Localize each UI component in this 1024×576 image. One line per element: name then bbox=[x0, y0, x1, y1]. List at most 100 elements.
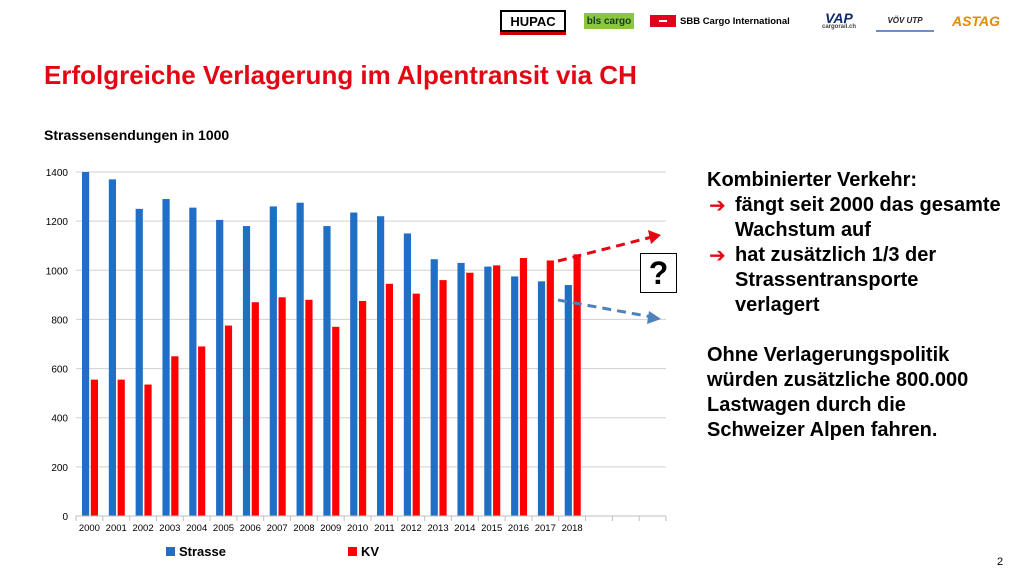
bar-kv bbox=[573, 254, 581, 517]
bar-kv bbox=[439, 280, 447, 516]
bullet-growth: ➔ fängt seit 2000 das gesamte Wachstum a… bbox=[707, 193, 1007, 243]
bar-strasse bbox=[484, 266, 492, 516]
bar-kv bbox=[358, 301, 367, 516]
astag-logo-text: ASTAG bbox=[952, 13, 1000, 29]
vap-logo-subtext: cargorail.ch bbox=[821, 23, 856, 30]
bar-strasse bbox=[296, 202, 304, 516]
hupac-logo: HUPAC bbox=[500, 10, 566, 32]
y-tick-label: 600 bbox=[51, 365, 68, 376]
astag-logo: ASTAG bbox=[952, 10, 1002, 32]
bar-strasse bbox=[189, 207, 197, 516]
bullet-shift-text: hat zusätzlich 1/3 der Strassentransport… bbox=[735, 244, 937, 316]
right-arrow-icon: ➔ bbox=[709, 243, 726, 267]
bars bbox=[82, 172, 581, 517]
bar-kv bbox=[466, 272, 474, 516]
legend: Strasse KV bbox=[166, 544, 379, 559]
y-tick-label: 200 bbox=[51, 463, 68, 474]
bar-strasse bbox=[162, 199, 170, 516]
hupac-logo-text: HUPAC bbox=[510, 13, 556, 29]
x-tick-label: 2015 bbox=[481, 523, 502, 534]
x-tick-label: 2010 bbox=[347, 523, 368, 534]
vov-utp-logo: VÖV UTP bbox=[876, 10, 934, 32]
x-tick-label: 2000 bbox=[79, 523, 100, 534]
x-tick-label: 2011 bbox=[374, 523, 394, 534]
trend-arrowhead-red bbox=[648, 230, 661, 244]
sbb-mark-icon bbox=[650, 15, 676, 27]
trend-arrow-blue bbox=[557, 298, 653, 319]
bar-kv bbox=[278, 297, 286, 516]
bar-kv bbox=[385, 283, 393, 516]
textbox-paragraph: Ohne Verlagerungspolitik würden zusätzli… bbox=[707, 344, 969, 441]
bar-strasse bbox=[511, 276, 519, 516]
trend-arrowhead-blue bbox=[647, 311, 661, 324]
x-tick-label: 2009 bbox=[320, 523, 341, 534]
bullet-shift: ➔ hat zusätzlich 1/3 der Strassentranspo… bbox=[707, 243, 1007, 318]
bar-kv bbox=[224, 325, 233, 516]
x-axis-ticks: 2000 2001 2002 2003 2004 2005 2006 2007 2008 2009… bbox=[79, 523, 583, 534]
trend-arrows bbox=[557, 230, 661, 324]
x-tick-label: 2017 bbox=[535, 523, 556, 534]
bar-strasse bbox=[377, 216, 385, 516]
x-tick-label: 2016 bbox=[508, 523, 529, 534]
bullet-growth-text: fängt seit 2000 das gesamte Wachstum auf bbox=[735, 194, 1001, 241]
bar-strasse bbox=[135, 208, 143, 516]
bar-strasse bbox=[216, 219, 224, 516]
bar-strasse bbox=[537, 281, 546, 516]
bar-strasse bbox=[403, 233, 412, 516]
explanation-textbox: Kombinierter Verkehr: ➔ fängt seit 2000 … bbox=[707, 168, 1007, 443]
x-tick-label: 2001 bbox=[106, 523, 127, 534]
axes bbox=[75, 515, 667, 521]
sbb-logo-text: SBB Cargo International bbox=[680, 15, 790, 27]
bar-kv bbox=[117, 379, 125, 516]
bls-cargo-logo: bls cargo bbox=[584, 13, 634, 29]
bar-strasse bbox=[350, 212, 358, 516]
bar-strasse bbox=[323, 226, 331, 517]
x-tick-label: 2007 bbox=[267, 523, 288, 534]
textbox-heading: Kombinierter Verkehr: bbox=[707, 169, 918, 191]
bar-kv bbox=[519, 258, 528, 516]
bar-kv bbox=[493, 265, 501, 516]
page-number: 2 bbox=[997, 556, 1004, 568]
bar-strasse bbox=[269, 206, 277, 516]
bar-kv bbox=[332, 326, 340, 516]
x-tick-label: 2002 bbox=[132, 523, 153, 534]
bar-strasse bbox=[430, 259, 438, 516]
x-tick-label: 2008 bbox=[293, 523, 314, 534]
bls-logo-text: bls cargo bbox=[586, 15, 632, 27]
bar-kv bbox=[144, 384, 152, 516]
bar-kv bbox=[412, 293, 420, 516]
x-tick-label: 2004 bbox=[186, 523, 207, 534]
y-tick-label: 1000 bbox=[46, 266, 69, 277]
bar-strasse bbox=[108, 179, 117, 516]
question-mark-box: ? bbox=[640, 253, 677, 293]
x-tick-label: 2005 bbox=[213, 523, 234, 534]
bar-strasse bbox=[457, 262, 465, 516]
chart-title: Strassensendungen in 1000 bbox=[44, 127, 229, 143]
bar-kv bbox=[546, 260, 554, 516]
right-arrow-icon: ➔ bbox=[709, 193, 726, 217]
y-tick-label: 400 bbox=[51, 414, 68, 425]
legend-label-strasse: Strasse bbox=[179, 544, 226, 559]
vap-logo: VAP cargorail.ch bbox=[816, 10, 862, 32]
x-tick-label: 2018 bbox=[562, 523, 583, 534]
legend-swatch-strasse bbox=[166, 547, 175, 556]
y-tick-label: 1200 bbox=[46, 217, 69, 228]
vap-logo-text: VAP bbox=[825, 9, 853, 26]
legend-label-kv: KV bbox=[361, 544, 379, 559]
bar-strasse bbox=[82, 172, 90, 516]
x-tick-label: 2013 bbox=[427, 523, 448, 534]
x-tick-label: 2006 bbox=[240, 523, 261, 534]
bar-kv bbox=[251, 302, 259, 516]
x-tick-label: 2014 bbox=[454, 523, 475, 534]
bar-kv bbox=[305, 299, 313, 516]
y-tick-label: 1400 bbox=[46, 168, 69, 179]
bar-strasse bbox=[242, 226, 251, 517]
bar-kv bbox=[171, 356, 179, 516]
slide-title: Erfolgreiche Verlagerung im Alpentransit… bbox=[44, 60, 637, 90]
sbb-cargo-logo: SBB Cargo International bbox=[650, 10, 794, 32]
legend-swatch-kv bbox=[348, 547, 357, 556]
bar-kv bbox=[90, 379, 98, 516]
y-axis-ticks: 0 200 400 600 800 1000 1200 1400 bbox=[46, 168, 69, 523]
bar-kv bbox=[198, 346, 206, 516]
y-tick-label: 800 bbox=[51, 315, 68, 326]
